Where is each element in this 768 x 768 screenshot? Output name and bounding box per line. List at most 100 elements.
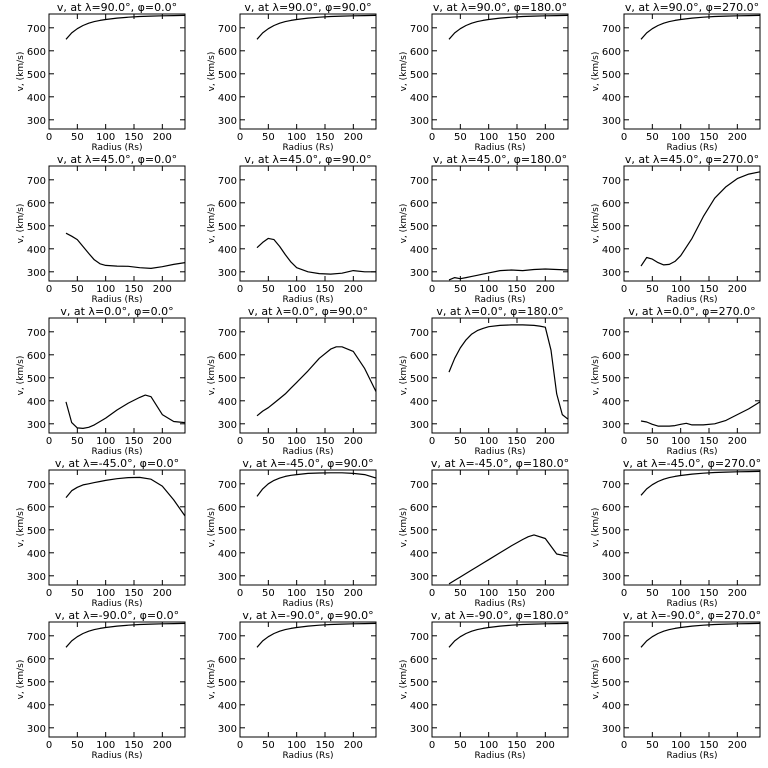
y-tick-label: 700 — [410, 328, 429, 339]
y-tick-label: 700 — [27, 632, 46, 643]
y-tick-label: 600 — [218, 47, 237, 58]
panel: v, at λ=-45.0°, φ=270.0° 0 50 100 150 200 300 4… — [591, 457, 761, 609]
y-tick-label: 700 — [218, 328, 237, 339]
y-tick-label: 300 — [602, 572, 621, 583]
x-axis-label: Radius (Rs) — [91, 447, 142, 457]
x-tick-label: 50 — [454, 740, 467, 751]
x-tick-label: 50 — [454, 436, 467, 447]
panel: v, at λ=0.0°, φ=180.0° 0 50 100 150 200 300 400… — [399, 305, 569, 457]
x-tick-label: 0 — [237, 284, 243, 295]
y-tick-label: 700 — [602, 24, 621, 35]
panel-title: v, at λ=-45.0°, φ=270.0° — [623, 457, 761, 470]
x-tick-label: 0 — [46, 588, 52, 599]
x-tick-label: 150 — [507, 436, 526, 447]
x-axis-label: Radius (Rs) — [282, 599, 333, 609]
y-tick-label: 600 — [218, 655, 237, 666]
y-tick-label: 700 — [410, 632, 429, 643]
x-tick-label: 50 — [71, 132, 84, 143]
series-line — [640, 171, 761, 267]
x-axis-label: Radius (Rs) — [282, 751, 333, 761]
y-axis-label: v, (km/s) — [399, 204, 409, 244]
plot-frame — [48, 165, 186, 282]
panel: v, at λ=0.0°, φ=0.0° 0 50 100 150 200 300 400 50… — [16, 305, 186, 457]
x-tick-label: 100 — [479, 588, 498, 599]
y-tick-label: 600 — [27, 199, 46, 210]
x-tick-label: 0 — [46, 132, 52, 143]
y-tick-label: 300 — [602, 116, 621, 127]
series-line — [640, 470, 761, 496]
plot-frame — [239, 13, 377, 130]
y-tick-label: 500 — [218, 222, 237, 233]
panel: v, at λ=0.0°, φ=90.0° 0 50 100 150 200 300 400 5… — [207, 305, 377, 457]
x-tick-label: 200 — [536, 284, 555, 295]
x-tick-label: 100 — [96, 284, 115, 295]
x-tick-label: 50 — [646, 436, 659, 447]
y-tick-label: 600 — [410, 503, 429, 514]
x-tick-label: 150 — [124, 740, 143, 751]
x-tick-label: 100 — [96, 740, 115, 751]
series-line — [448, 324, 569, 420]
series-line — [256, 237, 376, 275]
panel-title: v, at λ=-90.0°, φ=90.0° — [242, 609, 373, 622]
panel-title: v, at λ=45.0°, φ=90.0° — [244, 153, 371, 166]
x-tick-label: 50 — [71, 436, 84, 447]
y-tick-label: 400 — [410, 93, 429, 104]
x-axis-label: Radius (Rs) — [282, 295, 333, 305]
y-tick-label: 500 — [410, 526, 429, 537]
series-line — [65, 476, 186, 517]
x-tick-label: 50 — [646, 284, 659, 295]
panel-title: v, at λ=-45.0°, φ=0.0° — [55, 457, 179, 470]
y-tick-label: 300 — [410, 420, 429, 431]
x-tick-label: 50 — [454, 284, 467, 295]
y-tick-label: 300 — [27, 572, 46, 583]
y-axis-label: v, (km/s) — [591, 204, 601, 244]
x-tick-label: 200 — [536, 740, 555, 751]
x-tick-label: 100 — [287, 740, 306, 751]
x-tick-label: 0 — [46, 284, 52, 295]
x-tick-label: 0 — [237, 740, 243, 751]
x-axis-label: Radius (Rs) — [91, 143, 142, 153]
plot-frame — [48, 469, 186, 586]
y-tick-label: 500 — [218, 70, 237, 81]
y-tick-label: 700 — [410, 176, 429, 187]
y-axis-label: v, (km/s) — [16, 204, 26, 244]
x-tick-label: 150 — [315, 132, 334, 143]
y-tick-label: 300 — [27, 268, 46, 279]
x-tick-label: 0 — [621, 284, 627, 295]
x-tick-label: 50 — [262, 588, 275, 599]
y-tick-label: 700 — [27, 480, 46, 491]
x-tick-label: 100 — [671, 132, 690, 143]
panel: v, at λ=-45.0°, φ=0.0° 0 50 100 150 200 300 400… — [16, 457, 186, 609]
y-tick-label: 400 — [218, 397, 237, 408]
panel-title: v, at λ=-90.0°, φ=180.0° — [431, 609, 569, 622]
y-tick-label: 700 — [218, 480, 237, 491]
y-tick-label: 300 — [410, 572, 429, 583]
series-line — [65, 14, 186, 40]
y-tick-label: 400 — [27, 397, 46, 408]
y-axis-label: v, (km/s) — [591, 660, 601, 700]
x-tick-label: 200 — [344, 436, 363, 447]
series-line — [640, 401, 761, 427]
x-axis-label: Radius (Rs) — [474, 751, 525, 761]
x-tick-label: 50 — [262, 740, 275, 751]
x-tick-label: 0 — [46, 436, 52, 447]
plot-frame — [431, 621, 569, 738]
x-tick-label: 150 — [699, 436, 718, 447]
plot-frame — [623, 317, 761, 434]
y-tick-label: 500 — [410, 678, 429, 689]
y-axis-label: v, (km/s) — [16, 52, 26, 92]
x-tick-label: 150 — [124, 132, 143, 143]
x-tick-label: 100 — [671, 588, 690, 599]
x-tick-label: 150 — [699, 132, 718, 143]
series-line — [640, 622, 761, 648]
y-axis-label: v, (km/s) — [16, 356, 26, 396]
panel: v, at λ=90.0°, φ=0.0° 0 50 100 150 200 300 400 5… — [16, 1, 186, 153]
y-tick-label: 300 — [27, 724, 46, 735]
plot-frame — [431, 13, 569, 130]
panel: v, at λ=-90.0°, φ=180.0° 0 50 100 150 200 300 4… — [399, 609, 569, 761]
x-tick-label: 200 — [728, 132, 747, 143]
x-axis-label: Radius (Rs) — [282, 447, 333, 457]
y-tick-label: 600 — [602, 47, 621, 58]
y-tick-label: 300 — [27, 116, 46, 127]
series-line — [448, 268, 569, 281]
